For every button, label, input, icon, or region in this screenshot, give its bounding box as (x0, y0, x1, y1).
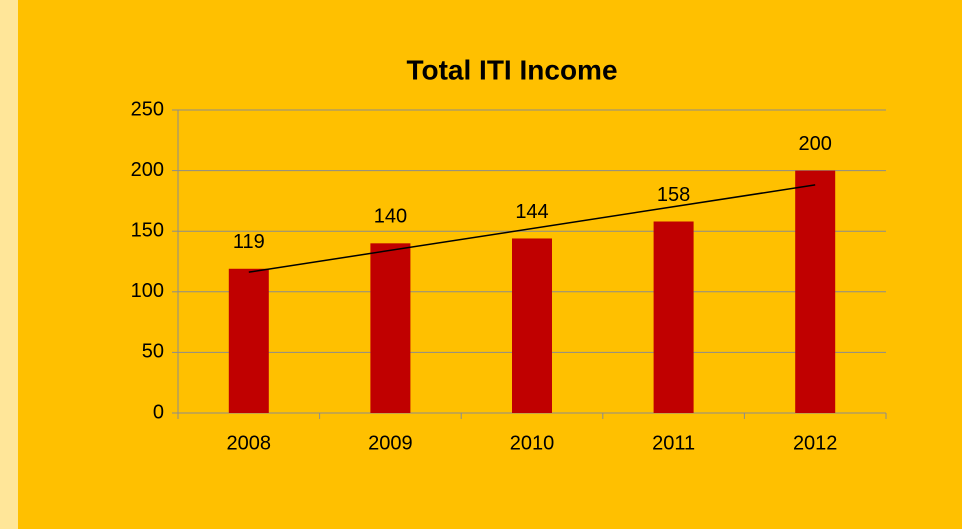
y-tick-label: 250 (131, 98, 164, 120)
y-tick-label: 0 (153, 401, 164, 423)
x-tick-label: 2011 (652, 432, 695, 454)
bar (653, 221, 694, 413)
y-tick-label: 200 (131, 159, 164, 181)
data-label: 200 (799, 133, 832, 155)
x-tick-label: 2009 (368, 432, 413, 454)
bar (795, 170, 836, 413)
trendline (248, 184, 816, 273)
data-label: 119 (233, 231, 265, 253)
y-tick-label: 100 (131, 280, 164, 302)
chart-title: Total ITI Income (406, 54, 617, 85)
data-label: 158 (657, 184, 690, 206)
x-tick-label: 2012 (793, 432, 838, 454)
y-tick-label: 150 (131, 219, 164, 241)
y-tick-label: 50 (142, 341, 164, 363)
data-label: 144 (515, 201, 548, 223)
bar (228, 268, 269, 413)
side-strip (0, 0, 18, 529)
data-label: 140 (374, 206, 407, 228)
x-tick-label: 2008 (227, 432, 272, 454)
bar (512, 238, 552, 413)
x-tick-label: 2010 (510, 432, 555, 454)
bar (370, 243, 411, 413)
